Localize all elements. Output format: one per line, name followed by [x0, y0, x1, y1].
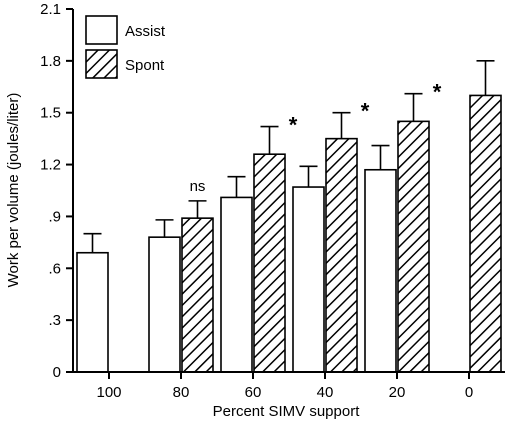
x-tick-label: 20: [389, 384, 406, 401]
annotation-ns: ns: [190, 178, 206, 195]
bar-spont-20: [397, 120, 430, 373]
y-tick-label: .9: [48, 208, 61, 225]
x-tick-label: 60: [245, 384, 262, 401]
bar-assist-60: [220, 196, 253, 373]
x-tick-label: 0: [465, 384, 473, 401]
bar-assist-80: [148, 236, 181, 373]
bar-assist-100: [76, 251, 109, 373]
y-tick-label: 1.8: [40, 53, 61, 70]
y-tick-label: 0: [53, 364, 61, 381]
y-axis: 0 .3 .6 .9 1.2 1.5 1.8 2.1: [40, 1, 74, 381]
legend-label-assist: Assist: [125, 23, 166, 40]
y-tick-label: 2.1: [40, 1, 61, 18]
y-axis-title: Work per volume (joules/liter): [5, 93, 22, 288]
bar-spont-60: [253, 153, 286, 373]
y-tick-label: 1.5: [40, 105, 61, 122]
bar-spont-0: [469, 94, 502, 373]
x-tick-label: 40: [317, 384, 334, 401]
x-axis: 100 80 60 40 20 0: [73, 371, 505, 401]
annotation-significance-star: *: [361, 99, 370, 124]
x-tick-label: 80: [173, 384, 190, 401]
bar-spont-40: [325, 137, 358, 373]
legend: Assist Spont: [85, 15, 166, 79]
legend-swatch-assist: [85, 15, 118, 45]
bar-spont-80: [181, 217, 214, 373]
legend-swatch-spont: [85, 49, 118, 79]
y-tick-label: .6: [48, 260, 61, 277]
bar-assist-20: [364, 168, 397, 373]
legend-label-spont: Spont: [125, 57, 165, 74]
x-axis-title: Percent SIMV support: [213, 403, 361, 420]
y-tick-label: .3: [48, 312, 61, 329]
x-tick-label: 100: [96, 384, 121, 401]
y-tick-label: 1.2: [40, 157, 61, 174]
plot-area: ns * * *: [76, 60, 502, 373]
annotation-significance-star: *: [289, 113, 298, 138]
bar-assist-40: [292, 186, 325, 373]
annotation-significance-star: *: [433, 80, 442, 105]
